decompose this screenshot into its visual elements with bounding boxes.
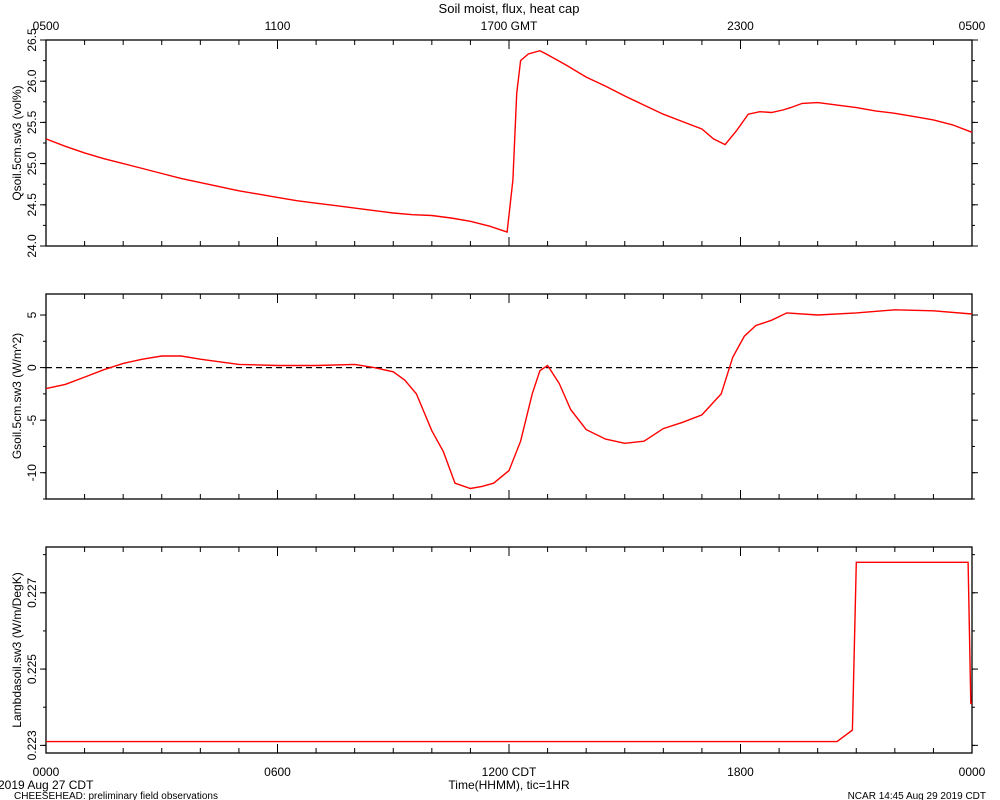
y-tick-label: 0.223 [25, 730, 39, 760]
top-tick-label: 1700 GMT [481, 19, 538, 33]
bottom-axis-tick-labels: 0000 0600 1200 CDT 1800 0000 [33, 765, 986, 779]
y-tick-label: 25.0 [25, 152, 39, 176]
y-tick-label: 0.225 [25, 654, 39, 684]
y-axis-label: Lambdasoil.sw3 (W/m/DegK) [10, 572, 24, 727]
y-tick-label: -10 [25, 464, 39, 482]
top-tick-label: 2300 [727, 19, 754, 33]
top-tick-label: 0500 [959, 19, 986, 33]
footer-project-note: CHEESEHEAD: preliminary field observatio… [14, 791, 218, 800]
y-axis-label: Gsoil.5cm.sw3 (W/m^2) [10, 333, 24, 459]
series-line-soil-moisture [45, 49, 973, 233]
footer-timestamp: NCAR 14:45 Aug 29 2019 CDT [848, 791, 986, 800]
footer-date: 2019 Aug 27 CDT [0, 778, 94, 792]
y-tick-label: 0.227 [25, 577, 39, 607]
y-tick-label: 5 [25, 311, 39, 318]
panel-frame [45, 546, 973, 754]
y-tick-label: 26.5 [25, 28, 39, 52]
bottom-tick-label: 1200 CDT [482, 765, 537, 779]
top-tick-label: 0500 [33, 19, 60, 33]
bottom-tick-label: 0000 [959, 765, 986, 779]
bottom-tick-label: 0000 [33, 765, 60, 779]
y-tick-label: -5 [25, 415, 39, 426]
bottom-tick-label: 0600 [264, 765, 291, 779]
y-tick-label: 25.5 [25, 110, 39, 134]
y-tick-label: 24.5 [25, 193, 39, 217]
series-line-soil-heat-flux [45, 309, 973, 490]
y-tick-label: 0 [25, 364, 39, 371]
y-tick-label: 26.0 [25, 69, 39, 93]
panel-frame [45, 293, 973, 500]
panel-thermal-conductivity: 0.223 0.225 0.227 Lambdasoil.sw3 (W/m/DegK… [10, 546, 986, 779]
panel-y-tick-labels: 24.0 24.5 25.0 25.5 26.0 26.5 [25, 28, 39, 258]
panel-y-tick-labels: 0.223 0.225 0.227 [25, 577, 39, 760]
bottom-tick-label: 1800 [727, 765, 754, 779]
panel-ticks [40, 294, 978, 500]
x-axis-label: Time(HHMM), tic=1HR [448, 778, 570, 792]
top-axis-tick-labels: 0500 1100 1700 GMT 2300 0500 [33, 19, 986, 33]
panel-ticks [40, 39, 978, 247]
y-axis-label: Qsoil.5cm.sw3 (vol%) [10, 85, 24, 200]
series-line-thermal-conductivity [46, 561, 972, 743]
panel-soil-heat-flux: -10 -5 0 5 Gsoil.5cm.sw3 (W/m^2) [10, 293, 978, 500]
top-tick-label: 1100 [265, 19, 291, 33]
panel-soil-moisture: 24.0 24.5 25.0 25.5 26.0 26.5 Qsoil.5cm.sw3 (… [10, 19, 986, 258]
panel-y-tick-labels: -10 -5 0 5 [25, 311, 39, 481]
y-tick-label: 24.0 [25, 234, 39, 258]
panel-ticks [40, 547, 978, 753]
chart-title: Soil moist, flux, heat cap [439, 1, 580, 16]
